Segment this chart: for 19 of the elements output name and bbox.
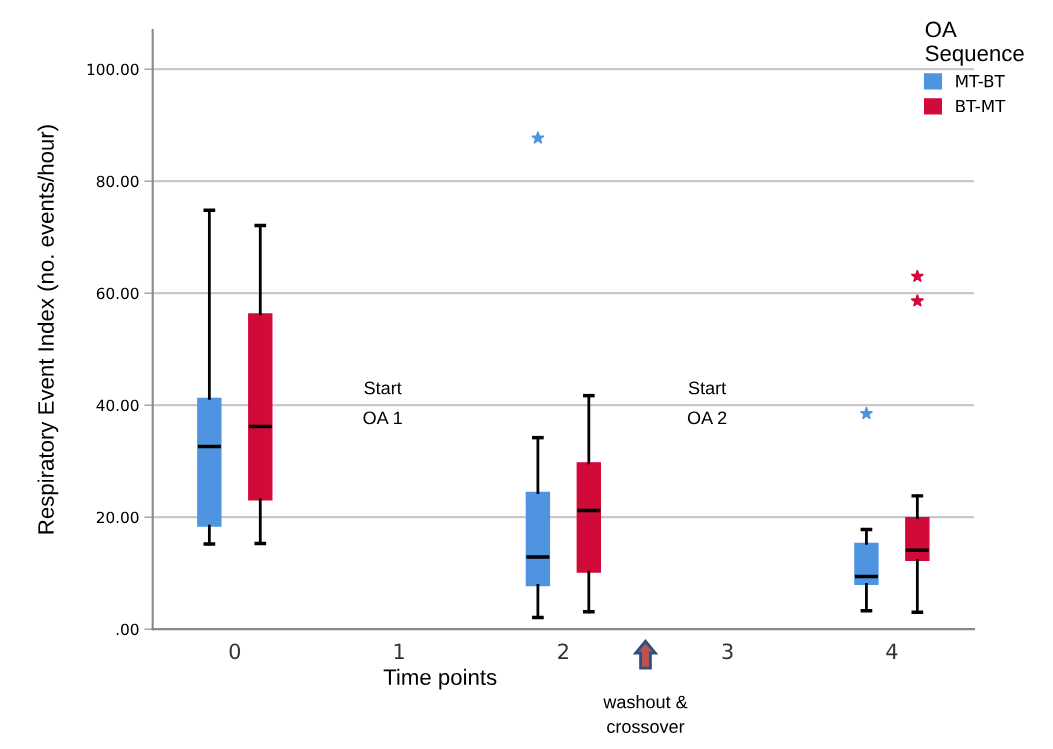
y-tick-label: .00 [116, 623, 139, 636]
x-tick-label: 4 [886, 643, 898, 659]
y-tick-label: 100.00 [87, 63, 139, 76]
x-tick-label: 2 [558, 643, 568, 659]
x-axis-title: Time points [383, 668, 497, 690]
annotation: Start OA 2 [687, 381, 727, 425]
y-tick-label: 80.00 [96, 175, 139, 188]
text: washout & crossover [603, 695, 688, 734]
y-axis-title: Respiratory Event Index (no. events/hour) [37, 125, 59, 534]
x-tick-label: 1 [394, 643, 404, 659]
legend-title: OA Sequence [925, 21, 1024, 66]
x-tick-label: 3 [722, 643, 733, 660]
annotation: Start OA 1 [363, 381, 402, 425]
y-tick-label: 40.00 [96, 399, 139, 412]
x-tick-label: 0 [229, 643, 241, 660]
legend-label: MT-BT [956, 74, 1005, 88]
y-tick-label: 20.00 [96, 511, 139, 524]
y-tick-label: 60.00 [96, 287, 139, 300]
legend-label: BT-MT [956, 99, 1006, 113]
